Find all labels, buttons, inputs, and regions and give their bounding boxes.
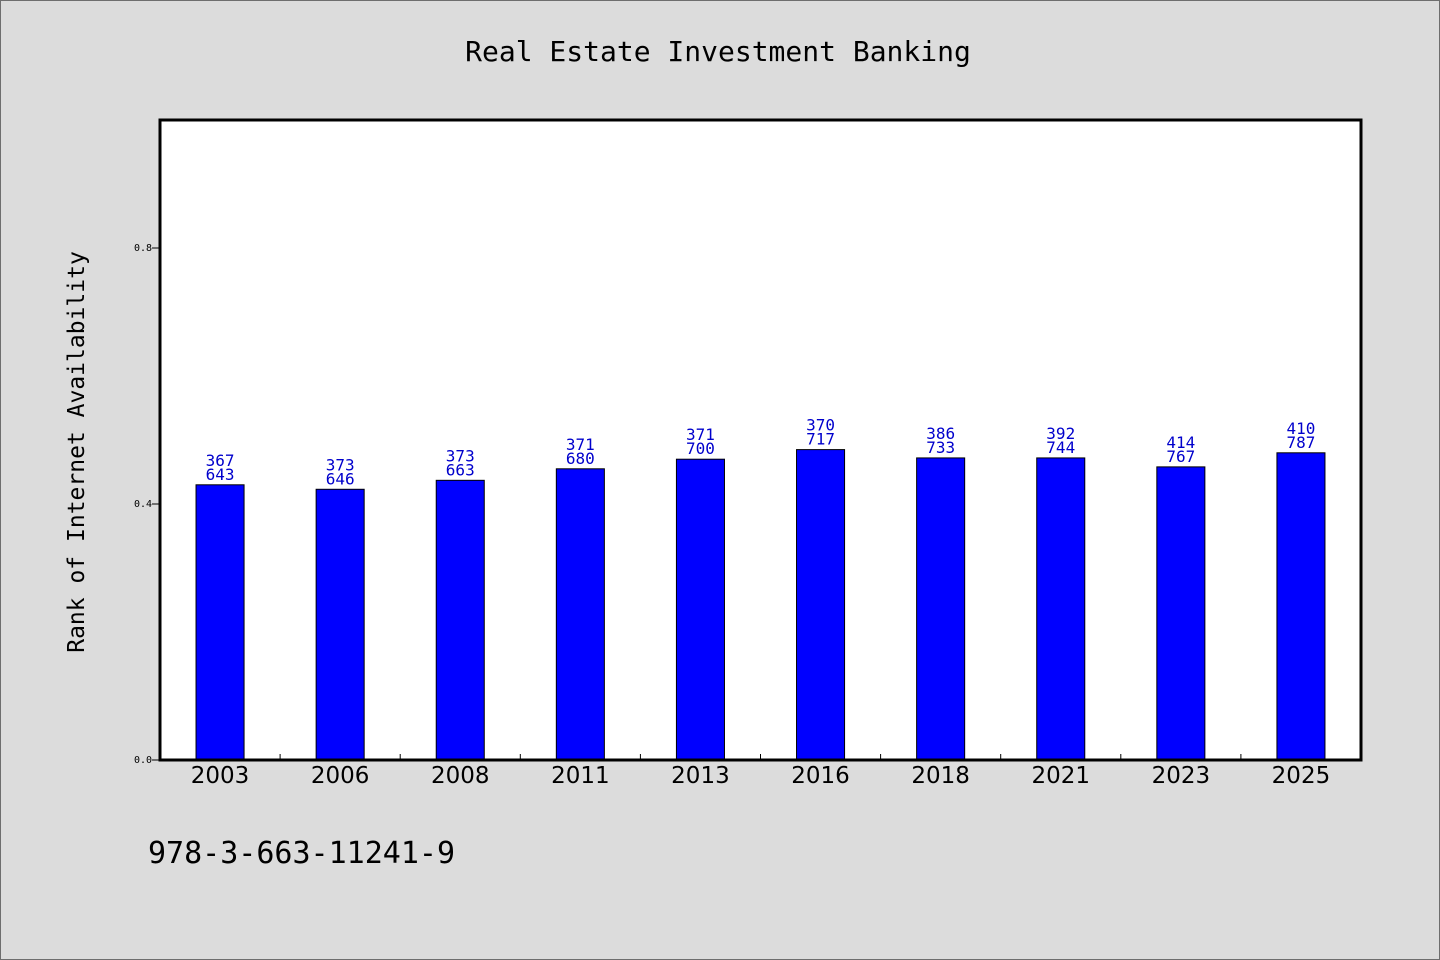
x-axis: 2003 2006 2008 2011 2013 2016 2018 2021 2023 2025 bbox=[191, 754, 1330, 789]
bar bbox=[916, 457, 966, 761]
y-axis-label: Rank of Internet Availability bbox=[64, 251, 90, 653]
data-label: 370 bbox=[806, 416, 835, 435]
data-label: 373 bbox=[446, 446, 475, 465]
y-tick-label: 0.8 bbox=[134, 243, 152, 254]
x-tick-label: 2003 bbox=[191, 763, 250, 789]
data-label: 646 bbox=[326, 469, 355, 488]
x-tick-label: 2008 bbox=[431, 763, 490, 789]
data-label: 744 bbox=[1046, 438, 1075, 457]
data-label: 767 bbox=[1166, 447, 1195, 466]
x-tick-label: 2006 bbox=[311, 763, 370, 789]
bar-series bbox=[195, 449, 1326, 761]
data-label: 733 bbox=[926, 438, 955, 457]
data-label: 717 bbox=[806, 430, 835, 449]
data-label: 367 bbox=[206, 451, 235, 470]
x-tick-label: 2016 bbox=[791, 763, 850, 789]
data-label: 373 bbox=[326, 455, 355, 474]
bar bbox=[675, 458, 725, 761]
bar bbox=[1276, 452, 1326, 761]
bar bbox=[1156, 466, 1206, 761]
data-label: 371 bbox=[686, 425, 715, 444]
y-tick-label: 0.0 bbox=[134, 755, 152, 766]
x-tick-label: 2013 bbox=[671, 763, 730, 789]
bar bbox=[555, 468, 605, 761]
bar bbox=[796, 449, 846, 761]
x-tick-label: 2023 bbox=[1152, 763, 1211, 789]
y-axis: 0.0 0.4 0.8 bbox=[134, 243, 160, 766]
chart-title: Real Estate Investment Banking bbox=[465, 35, 971, 68]
x-tick-label: 2025 bbox=[1272, 763, 1331, 789]
bar bbox=[1036, 457, 1086, 761]
data-label: 787 bbox=[1286, 433, 1315, 452]
bar bbox=[195, 484, 245, 761]
data-label: 414 bbox=[1166, 433, 1195, 452]
data-label: 386 bbox=[926, 424, 955, 443]
data-label: 392 bbox=[1046, 424, 1075, 443]
data-label: 663 bbox=[446, 460, 475, 479]
plot-border bbox=[158, 118, 1363, 762]
x-tick-label: 2021 bbox=[1031, 763, 1090, 789]
bar bbox=[435, 479, 485, 761]
bar bbox=[315, 488, 365, 761]
data-label: 410 bbox=[1286, 419, 1315, 438]
data-label: 643 bbox=[206, 465, 235, 484]
x-tick-label: 2018 bbox=[911, 763, 970, 789]
y-tick-label: 0.4 bbox=[134, 499, 152, 510]
isbn-footer: 978-3-663-11241-9 bbox=[148, 836, 455, 871]
x-tick-label: 2011 bbox=[551, 763, 610, 789]
data-label: 680 bbox=[566, 449, 595, 468]
data-label: 371 bbox=[566, 435, 595, 454]
data-label: 700 bbox=[686, 439, 715, 458]
